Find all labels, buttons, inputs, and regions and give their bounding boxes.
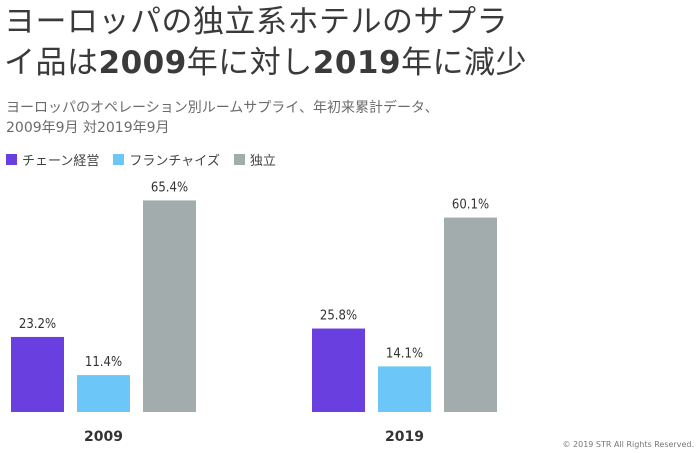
title-line-2: イ品は2009年に対し2019年に減少 [4, 43, 696, 84]
title-text-e: 年に減少 [401, 45, 528, 81]
legend-label-franchise: フランチャイズ [129, 154, 220, 169]
title-text-c: 年に対し [186, 45, 313, 81]
subtitle-line-2: 2009年9月 対2019年9月 [6, 120, 170, 136]
data-label-2019-series-2: 60.1% [452, 198, 489, 213]
legend-swatch-franchise [113, 154, 125, 165]
bar-2009-series-1 [77, 375, 130, 412]
bar-2009-series-0 [11, 336, 64, 412]
data-label-2009-series-2: 65.4% [151, 180, 188, 195]
title-line-1: ヨーロッパの独立系ホテルのサプラ [4, 4, 508, 40]
legend-label-chain: チェーン経営 [22, 154, 100, 169]
bar-2019-series-0 [312, 328, 365, 412]
legend-swatch-chain [6, 154, 17, 165]
legend-item-franchise: フランチャイズ [113, 150, 220, 169]
chart-subtitle: ヨーロッパのオペレーション別ルームサプライ、年初来累計データ、 2009年9月 … [6, 98, 696, 138]
subtitle-line-1: ヨーロッパのオペレーション別ルームサプライ、年初来累計データ、 [6, 100, 439, 116]
legend-swatch-independent [233, 154, 245, 165]
bar-2009-series-2 [143, 200, 196, 412]
bars-group: 23.2% 11.4% 65.4% 2009 25.8% 14.1% 60.1% 2019 [11, 180, 497, 445]
legend-label-independent: 独立 [249, 154, 276, 169]
chart-title: ヨーロッパの独立系ホテルのサプラ イ品は2009年に対し2019年に減少 [4, 2, 696, 84]
data-label-2009-series-0: 23.2% [19, 317, 56, 332]
data-label-2009-series-1: 11.4% [85, 355, 122, 370]
category-label-2009: 2009 [84, 429, 123, 445]
bar-2019-series-1 [378, 366, 431, 412]
legend-item-chain: チェーン経営 [6, 150, 99, 169]
title-year-2019: 2019 [312, 45, 402, 81]
data-label-2019-series-1: 14.1% [386, 346, 423, 361]
title-text-a: イ品は [4, 45, 99, 81]
copyright-notice: © 2019 STR All Rights Reserved. [562, 440, 694, 449]
category-label-2019: 2019 [385, 429, 424, 445]
chart-legend: チェーン経営 フランチャイズ 独立 [6, 150, 276, 169]
legend-item-independent: 独立 [233, 150, 276, 169]
title-year-2009: 2009 [98, 45, 187, 81]
bar-2019-series-2 [444, 217, 497, 412]
data-label-2019-series-0: 25.8% [320, 309, 357, 324]
